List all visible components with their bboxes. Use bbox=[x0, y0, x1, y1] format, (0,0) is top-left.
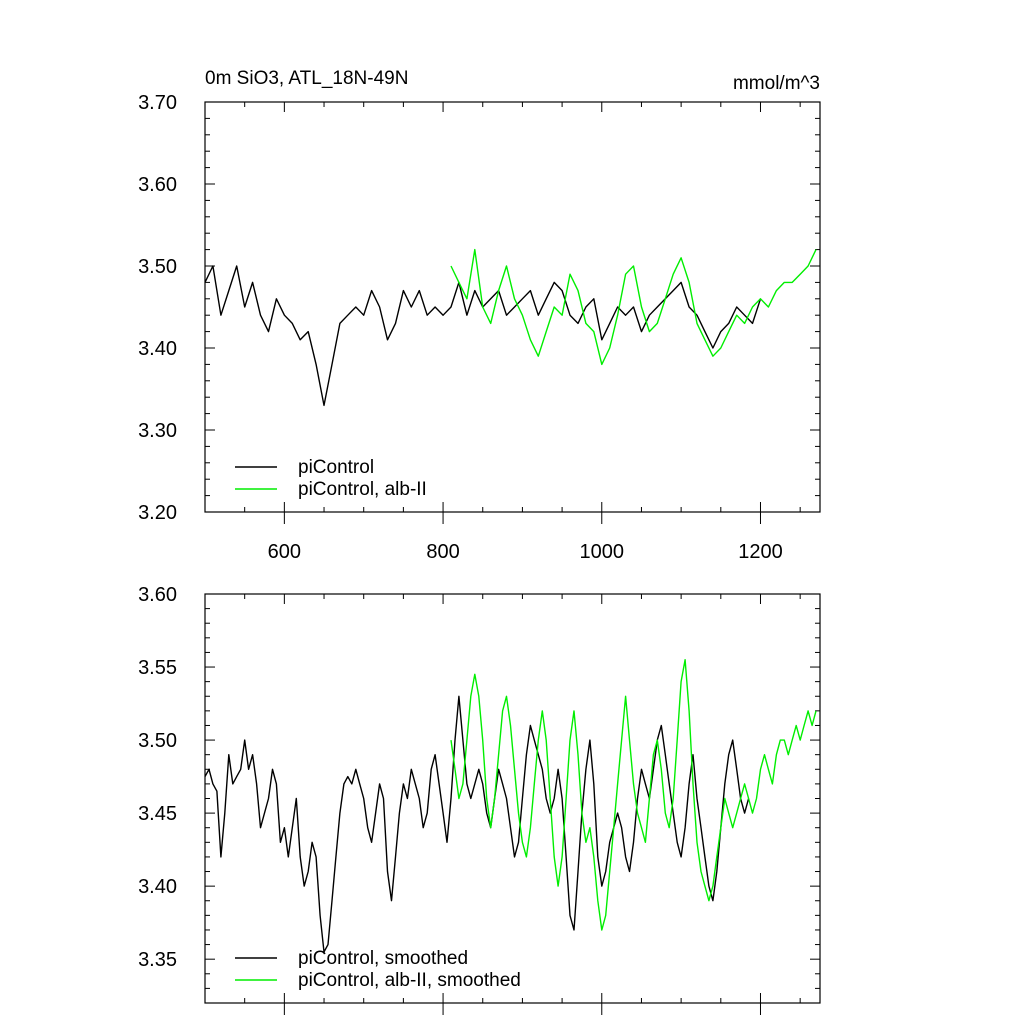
panel2-series-line-1 bbox=[204, 695, 750, 953]
panel1-y-tick-label: 3.40 bbox=[138, 338, 177, 360]
panel1-legend-label-1: piControl bbox=[298, 457, 374, 478]
panel1-series-line-1 bbox=[204, 265, 762, 407]
panel1-y-tick-label: 3.20 bbox=[138, 502, 177, 524]
panel2-y-tick-label: 3.50 bbox=[138, 730, 177, 752]
panel1-legend-label-2: piControl, alb-II bbox=[298, 479, 427, 500]
panel1-units-label: mmol/m^3 bbox=[733, 73, 820, 94]
panel2-y-tick-label: 3.60 bbox=[138, 584, 177, 606]
panel1-x-tick-label: 600 bbox=[268, 541, 301, 563]
panel1-y-tick-label: 3.50 bbox=[138, 256, 177, 278]
panel1-title: 0m SiO3, ATL_18N-49N bbox=[205, 68, 408, 89]
panel1-y-tick-label: 3.30 bbox=[138, 420, 177, 442]
panel1-x-tick-label: 1200 bbox=[738, 541, 783, 563]
panel1-y-tick-label: 3.70 bbox=[138, 92, 177, 114]
panel2-legend-label-1: piControl, smoothed bbox=[298, 948, 468, 969]
panel2-frame bbox=[204, 593, 821, 1004]
panel1-series-line-2 bbox=[450, 248, 817, 366]
panel1-x-tick-label: 800 bbox=[426, 541, 459, 563]
panel1-x-tick-label: 1000 bbox=[580, 541, 625, 563]
panel1-frame bbox=[204, 101, 821, 513]
panel2-series-line-2 bbox=[450, 659, 817, 931]
panel2-legend-label-2: piControl, alb-II, smoothed bbox=[298, 970, 521, 991]
panel2-y-tick-label: 3.55 bbox=[138, 657, 177, 679]
panel1-y-tick-label: 3.60 bbox=[138, 174, 177, 196]
panel2-y-tick-label: 3.35 bbox=[138, 949, 177, 971]
panel2-y-tick-label: 3.45 bbox=[138, 803, 177, 825]
panel2-y-tick-label: 3.40 bbox=[138, 876, 177, 898]
